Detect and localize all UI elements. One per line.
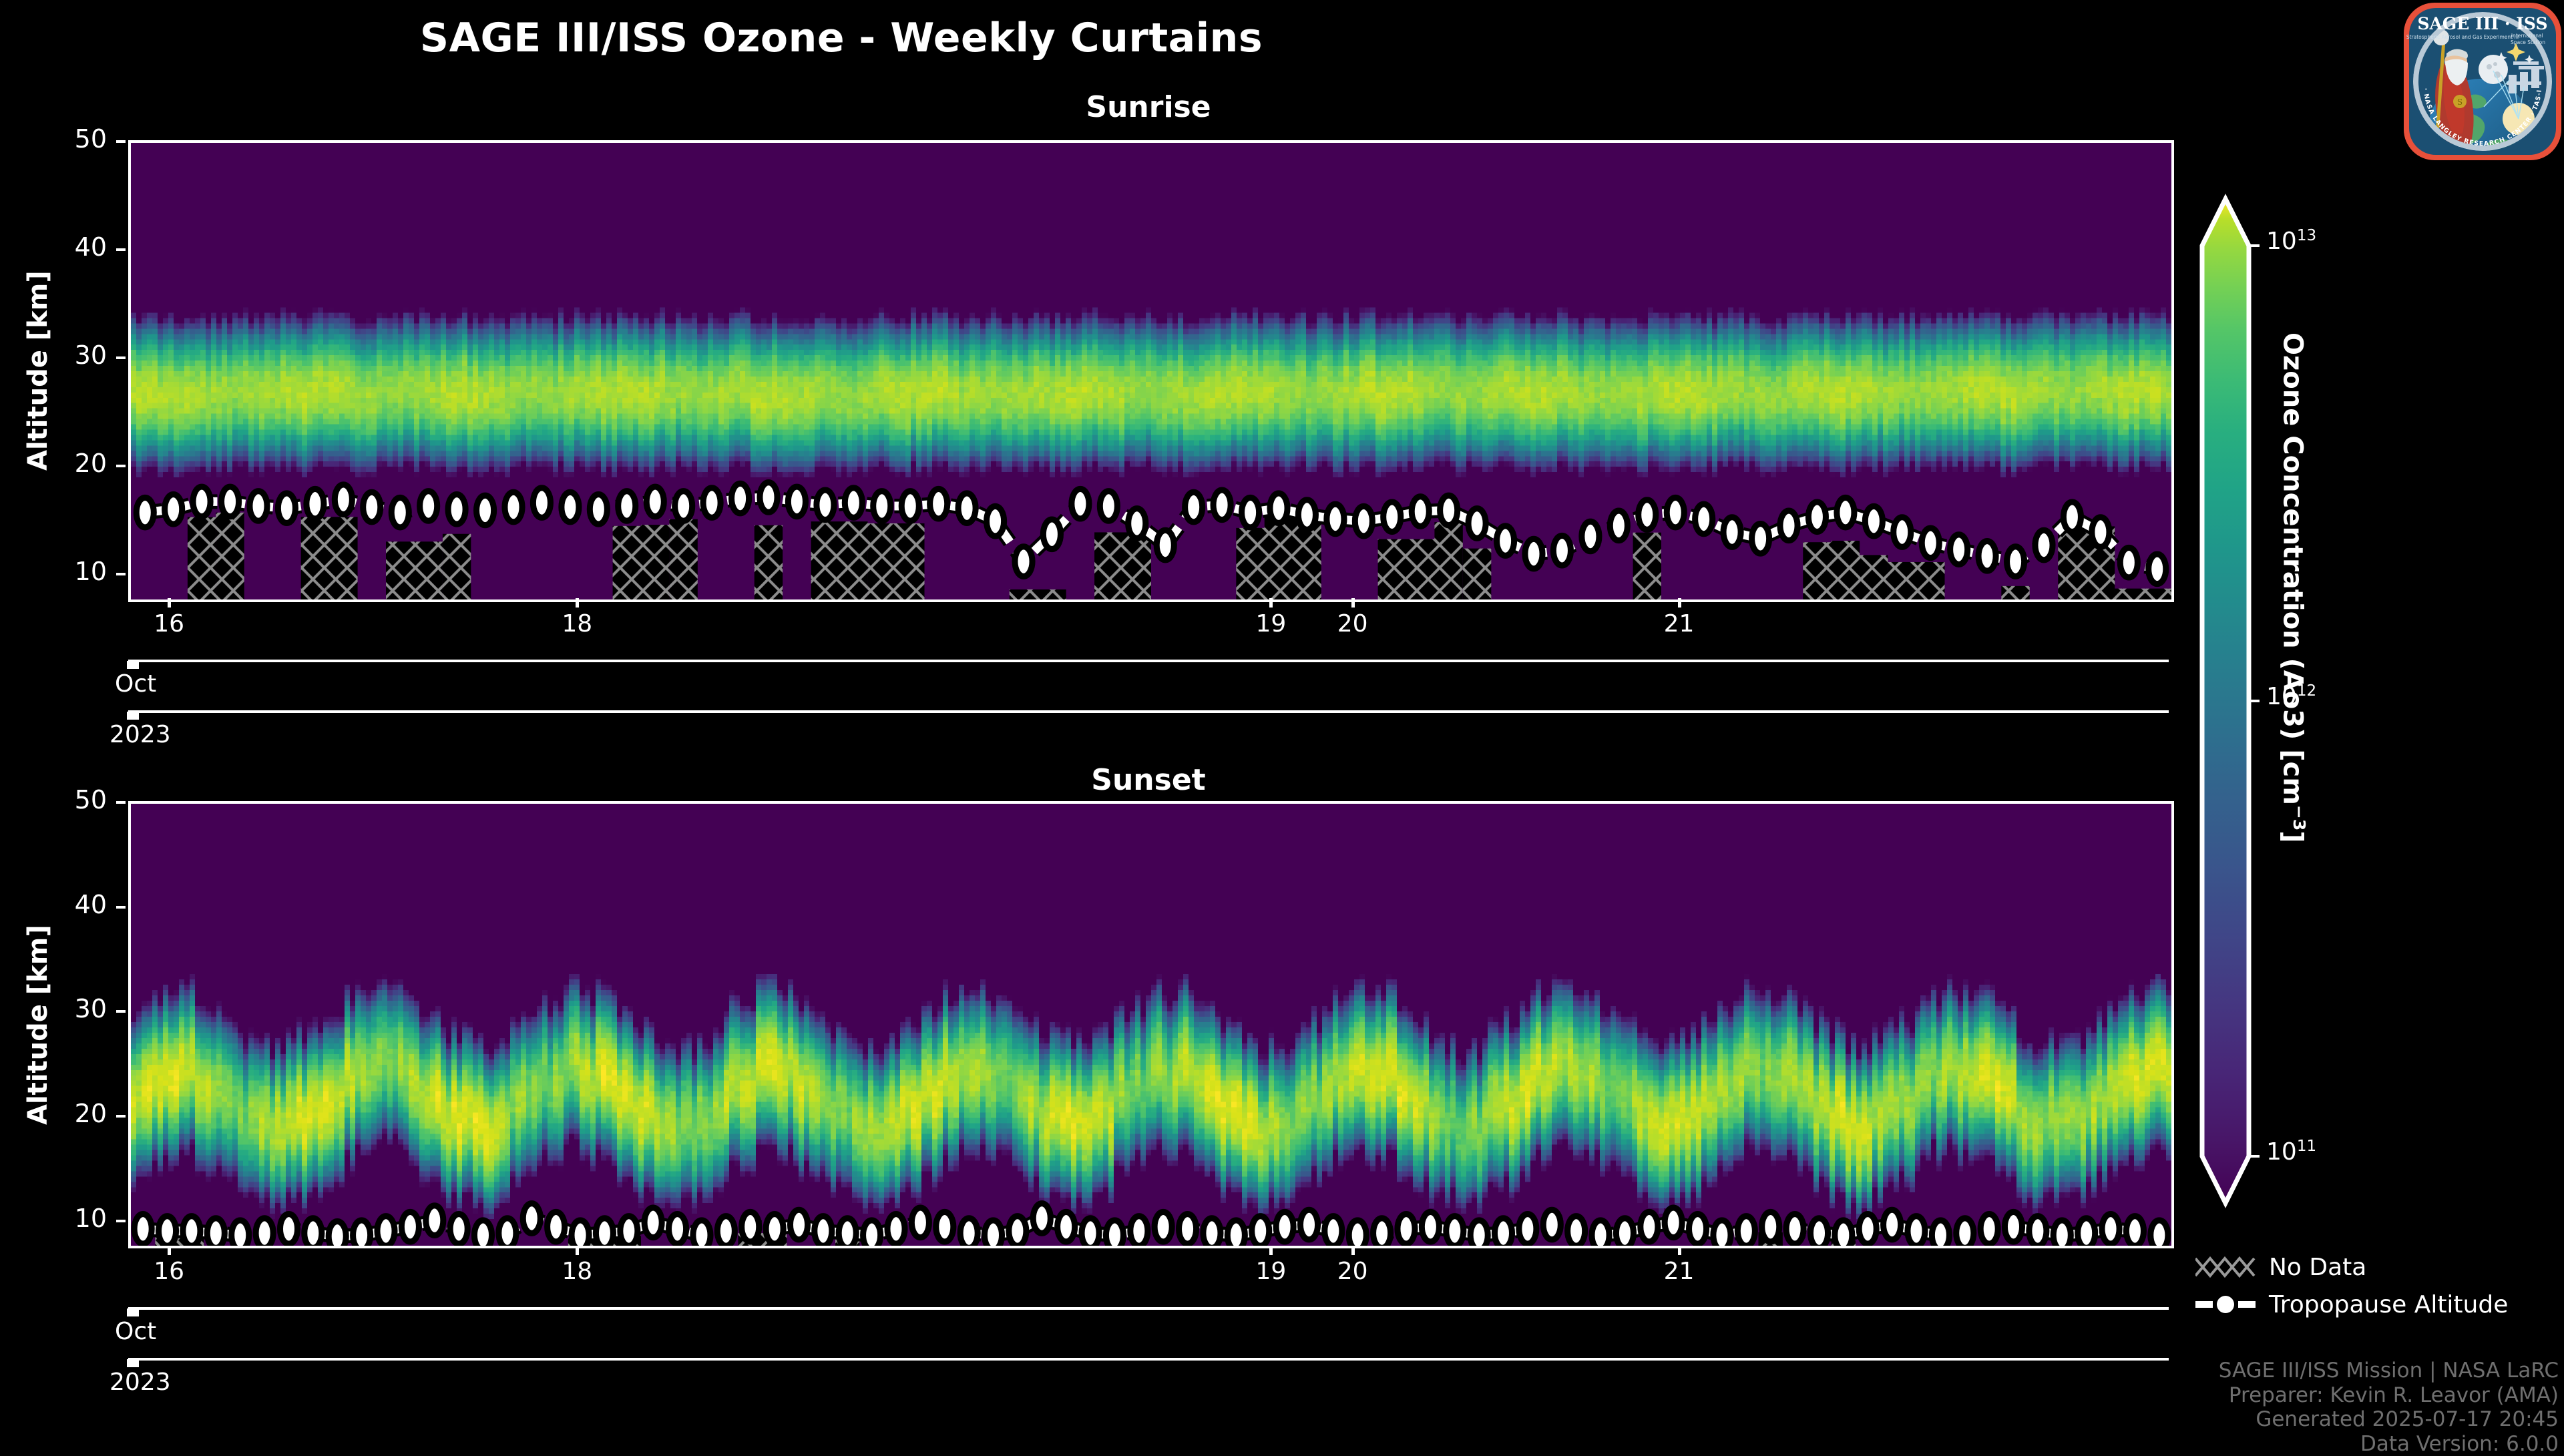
y-tick-mark: [116, 572, 126, 575]
x-tick-label-day: 18: [562, 1258, 593, 1285]
colorbar-tick-mark: [2249, 1155, 2260, 1158]
page-title: SAGE III/ISS Ozone - Weekly Curtains: [419, 15, 1263, 61]
y-tick-mark: [116, 248, 126, 251]
y-tick-label: 40: [74, 232, 107, 262]
x-axis-month-label: Oct: [115, 1318, 157, 1345]
x-axis-year-separator: [128, 710, 2169, 713]
tropopause-line-icon: [2195, 1296, 2256, 1313]
colorbar-tick-mark: [2249, 700, 2260, 702]
x-tick-label-day: 16: [154, 1258, 185, 1285]
mission-patch-graphic: S SAGE III · ISS Stratospheric Aerosol a…: [2398, 0, 2561, 160]
svg-text:S: S: [2457, 97, 2463, 107]
colorbar-title-text: Ozone Concentration (Ao3) [cm−3]: [2277, 332, 2309, 843]
y-tick-label: 20: [74, 1099, 107, 1128]
colorbar-tick-mark: [2249, 244, 2260, 247]
colorbar-gradient: [2199, 194, 2252, 1208]
y-tick-mark: [116, 905, 126, 909]
x-tick-label-day: 19: [1255, 1258, 1287, 1285]
x-tick-label-day: 18: [562, 610, 593, 638]
legend: No Data Tropopause Altitude: [2195, 1248, 2564, 1323]
svg-text:Stratospheric Aerosol and Gas: Stratospheric Aerosol and Gas Experiment…: [2406, 34, 2519, 40]
sunrise-heatmap-canvas: [131, 143, 2171, 599]
y-tick-mark: [116, 464, 126, 467]
legend-item-tropopause[interactable]: Tropopause Altitude: [2195, 1286, 2564, 1323]
x-tick-mark: [1677, 598, 1681, 608]
colorbar-tick-label: 1011: [2266, 1138, 2317, 1166]
x-axis-year-stub: [127, 712, 139, 720]
svg-text:International Space Stat: International Space Station: [2511, 33, 2545, 45]
no-data-hatch-icon: [2195, 1256, 2256, 1278]
footer-line-preparer: Preparer: Kevin R. Leavor (AMA): [2228, 1383, 2559, 1407]
legend-label-tropopause: Tropopause Altitude: [2269, 1290, 2509, 1318]
x-tick-label-day: 21: [1663, 610, 1695, 638]
sunrise-overlay: [133, 479, 2171, 599]
sunset-heatmap-canvas: [131, 804, 2171, 1246]
sunrise-heatmap-plot[interactable]: [128, 140, 2174, 602]
sunset-panel-title: Sunset: [1091, 763, 1206, 797]
x-tick-label-day: 20: [1337, 610, 1368, 638]
y-tick-label: 30: [74, 994, 107, 1024]
y-tick-label: 40: [74, 889, 107, 919]
x-axis-month-stub: [127, 1308, 139, 1316]
sunrise-panel-title: Sunrise: [1086, 90, 1211, 124]
sunset-y-axis-label-text: Altitude [km]: [23, 925, 53, 1125]
x-tick-mark: [1351, 1246, 1355, 1255]
sunrise-y-axis-label-text: Altitude [km]: [23, 270, 53, 471]
x-tick-mark: [168, 1246, 172, 1255]
x-tick-mark: [1677, 1246, 1681, 1255]
y-tick-label: 20: [74, 448, 107, 478]
x-tick-mark: [1269, 598, 1273, 608]
x-tick-label-day: 19: [1255, 610, 1287, 638]
x-axis-year-stub: [127, 1359, 139, 1367]
x-axis-month-stub: [127, 661, 139, 669]
footer-line-mission: SAGE III/ISS Mission | NASA LaRC: [2218, 1359, 2559, 1383]
footer-credits: SAGE III/ISS Mission | NASA LaRC Prepare…: [2051, 1359, 2559, 1456]
y-tick-label: 10: [74, 1203, 107, 1233]
sunset-heatmap-plot[interactable]: [128, 801, 2174, 1248]
x-tick-label-day: 16: [154, 610, 185, 638]
y-tick-mark: [116, 1219, 126, 1222]
footer-line-generated: Generated 2025-07-17 20:45: [2256, 1407, 2559, 1432]
x-tick-mark: [168, 598, 172, 608]
y-tick-mark: [116, 356, 126, 359]
x-axis-month-label: Oct: [115, 670, 157, 698]
y-tick-mark: [116, 1115, 126, 1118]
y-tick-label: 30: [74, 340, 107, 370]
legend-label-no-data: No Data: [2269, 1253, 2367, 1281]
colorbar-title: Ozone Concentration (Ao3) [cm−3]: [2278, 332, 2564, 843]
x-tick-mark: [1351, 598, 1355, 608]
y-tick-label: 50: [74, 124, 107, 154]
y-tick-mark: [116, 140, 126, 143]
y-tick-label: 50: [74, 785, 107, 814]
y-tick-mark: [116, 801, 126, 804]
x-axis-month-separator: [128, 1307, 2169, 1310]
colorbar-tick-label: 1013: [2266, 227, 2317, 255]
x-tick-mark: [1269, 1246, 1273, 1255]
x-tick-mark: [576, 1246, 580, 1255]
x-axis-year-separator: [128, 1358, 2169, 1361]
legend-item-no-data[interactable]: No Data: [2195, 1248, 2564, 1286]
y-tick-label: 10: [74, 556, 107, 586]
colorbar[interactable]: 1013 1012 1011: [2197, 194, 2316, 1208]
x-tick-mark: [576, 598, 580, 608]
sage-iii-iss-mission-patch: S SAGE III · ISS Stratospheric Aerosol a…: [2398, 0, 2564, 163]
x-tick-label-day: 21: [1663, 1258, 1695, 1285]
patch-title: SAGE III · ISS: [2417, 14, 2547, 33]
footer-line-version: Data Version: 6.0.0: [2360, 1431, 2559, 1456]
x-axis-year-label: 2023: [110, 721, 171, 748]
y-tick-mark: [116, 1010, 126, 1013]
x-axis-month-separator: [128, 660, 2169, 662]
x-axis-year-label: 2023: [110, 1369, 171, 1396]
colorbar-tick-label: 1012: [2266, 682, 2317, 710]
x-tick-label-day: 20: [1337, 1258, 1368, 1285]
sunset-overlay: [131, 1200, 2171, 1246]
